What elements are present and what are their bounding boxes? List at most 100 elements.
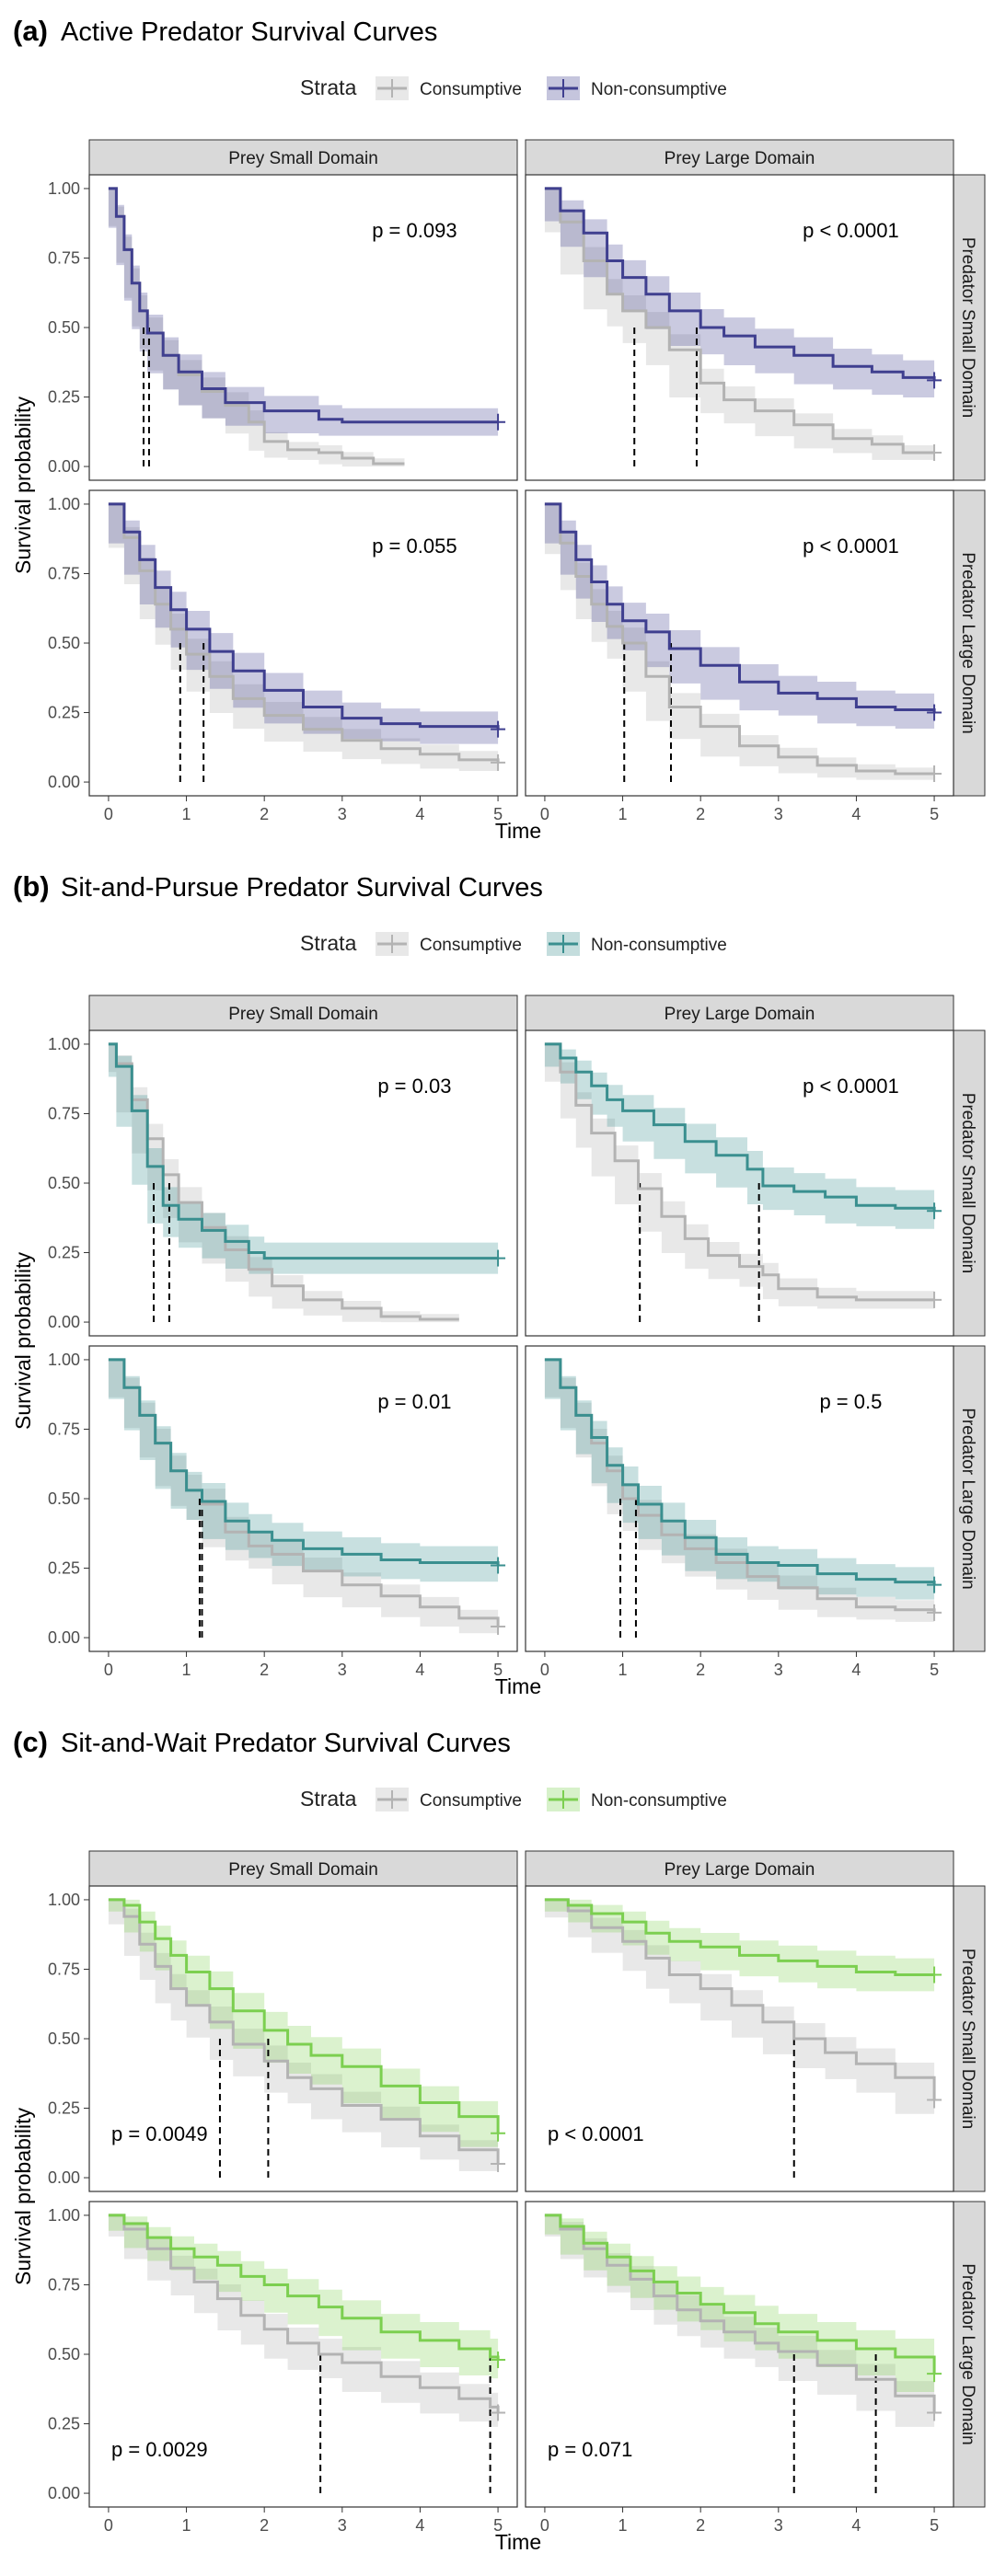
row-strip-label: Predator Large Domain xyxy=(958,1408,977,1590)
y-tick-label: 1.00 xyxy=(48,179,80,198)
y-tick-label: 0.00 xyxy=(48,1628,80,1647)
y-tick-label: 1.00 xyxy=(48,1351,80,1369)
consumptive-ci-band xyxy=(544,1899,935,2114)
p-value-label: p = 0.093 xyxy=(372,219,457,242)
y-tick-label: 0.50 xyxy=(48,1489,80,1508)
y-tick-label: 0.25 xyxy=(48,388,80,407)
nonconsumptive-curve xyxy=(544,502,936,713)
x-tick-label: 4 xyxy=(851,805,861,823)
x-tick-label: 0 xyxy=(104,2516,113,2535)
panel-frame xyxy=(88,174,518,481)
nonconsumptive-curve xyxy=(108,187,499,424)
y-tick-label: 0.50 xyxy=(48,2345,80,2363)
x-tick-label: 3 xyxy=(774,805,783,823)
p-value-label: p < 0.0001 xyxy=(548,2122,644,2145)
y-tick-label: 0.75 xyxy=(48,1420,80,1438)
y-tick-label: 0.00 xyxy=(48,2484,80,2502)
x-tick-label: 5 xyxy=(930,805,939,823)
nonconsumptive-ci-band xyxy=(108,1359,499,1582)
section-letter: (a) xyxy=(13,15,48,47)
x-tick-label: 5 xyxy=(493,2516,503,2535)
panel: p < 0.0001 xyxy=(525,1029,954,1337)
x-tick-label: 1 xyxy=(618,2516,628,2535)
x-tick-label: 4 xyxy=(415,2516,424,2535)
consumptive-curve xyxy=(544,1898,936,2100)
y-tick-label: 0.25 xyxy=(48,2099,80,2118)
p-value-label: p = 0.055 xyxy=(372,535,457,558)
panel: p < 0.0001 xyxy=(525,174,954,481)
x-tick-label: 2 xyxy=(696,805,705,823)
section-title: Sit-and-Pursue Predator Survival Curves xyxy=(61,873,543,903)
consumptive-ci-band xyxy=(108,2214,499,2427)
x-tick-label: 2 xyxy=(696,2516,705,2535)
legend-consumptive-label: Consumptive xyxy=(420,1791,522,1811)
y-tick-label: 0.25 xyxy=(48,704,80,722)
nonconsumptive-ci-band xyxy=(544,2214,935,2392)
y-tick-label: 1.00 xyxy=(48,1035,80,1053)
row-strip-label: Predator Small Domain xyxy=(958,1949,977,2129)
nonconsumptive-curve xyxy=(108,2214,500,2360)
x-tick-label: 4 xyxy=(851,1661,861,1679)
consumptive-ci-band xyxy=(108,188,405,467)
consumptive-curve xyxy=(544,187,935,454)
y-tick-label: 0.25 xyxy=(48,2415,80,2433)
column-strip-label: Prey Small Domain xyxy=(228,1005,378,1024)
column-strip xyxy=(525,995,954,1031)
consumptive-curve xyxy=(544,1042,935,1302)
section-letter: (c) xyxy=(13,1726,48,1758)
section-title: Sit-and-Wait Predator Survival Curves xyxy=(61,1729,511,1758)
y-tick-label: 0.00 xyxy=(48,773,80,791)
row-strip xyxy=(953,2201,986,2508)
panel-frame xyxy=(525,174,954,481)
y-tick-label: 1.00 xyxy=(48,2206,80,2225)
row-strip-label: Predator Large Domain xyxy=(958,2263,977,2445)
panel: p < 0.0001 0 1 2 3 4 5 xyxy=(525,489,954,823)
x-tick-label: 0 xyxy=(540,2516,549,2535)
p-value-label: p = 0.03 xyxy=(377,1075,451,1098)
x-tick-label: 3 xyxy=(338,2516,347,2535)
nonconsumptive-ci-band xyxy=(544,1043,935,1229)
row-strip-label: Predator Large Domain xyxy=(958,552,977,734)
legend-title: Strata xyxy=(300,1787,357,1811)
p-value-label: p < 0.0001 xyxy=(803,535,899,558)
y-tick-label: 0.00 xyxy=(48,1313,80,1331)
p-value-label: p = 0.0049 xyxy=(111,2122,208,2145)
y-axis-title: Survival probability xyxy=(11,396,35,574)
x-tick-label: 2 xyxy=(260,2516,269,2535)
consumptive-curve xyxy=(108,502,500,763)
y-tick-label: 0.50 xyxy=(48,2030,80,2048)
panel: p = 0.03 0.00 0.25 0.50 0.75 1.00 xyxy=(48,1029,518,1337)
x-tick-label: 5 xyxy=(493,1661,503,1679)
panel-frame xyxy=(525,1345,954,1652)
x-tick-label: 1 xyxy=(618,1661,628,1679)
x-tick-label: 0 xyxy=(104,805,113,823)
nonconsumptive-curve xyxy=(108,502,500,730)
x-tick-label: 4 xyxy=(851,2516,861,2535)
x-tick-label: 2 xyxy=(260,1661,269,1679)
x-tick-label: 1 xyxy=(182,1661,191,1679)
x-axis-title: Time xyxy=(495,1674,541,1698)
column-strip xyxy=(525,1850,954,1887)
nonconsumptive-curve xyxy=(108,1358,500,1566)
y-tick-label: 0.25 xyxy=(48,1559,80,1578)
y-tick-label: 0.25 xyxy=(48,1244,80,1262)
x-tick-label: 2 xyxy=(696,1661,705,1679)
consumptive-ci-band xyxy=(544,2214,935,2427)
x-tick-label: 3 xyxy=(774,1661,783,1679)
column-strip-label: Prey Small Domain xyxy=(228,149,378,168)
column-strip xyxy=(88,1850,518,1887)
nonconsumptive-curve xyxy=(544,1898,935,1976)
row-strip xyxy=(953,1885,986,2192)
y-tick-label: 1.00 xyxy=(48,495,80,513)
nonconsumptive-curve xyxy=(544,2214,936,2375)
legend-nonconsumptive-label: Non-consumptive xyxy=(591,1791,727,1811)
nonconsumptive-curve xyxy=(544,1358,936,1585)
panel: p = 0.0049 0.00 0.25 0.50 0.75 1.00 xyxy=(48,1885,518,2192)
column-strip xyxy=(88,995,518,1031)
column-strip-label: Prey Large Domain xyxy=(665,1860,815,1880)
p-value-label: p = 0.5 xyxy=(819,1390,882,1413)
x-tick-label: 0 xyxy=(540,1661,549,1679)
nonconsumptive-curve xyxy=(544,1042,936,1212)
panel: p < 0.0001 xyxy=(525,1885,954,2192)
